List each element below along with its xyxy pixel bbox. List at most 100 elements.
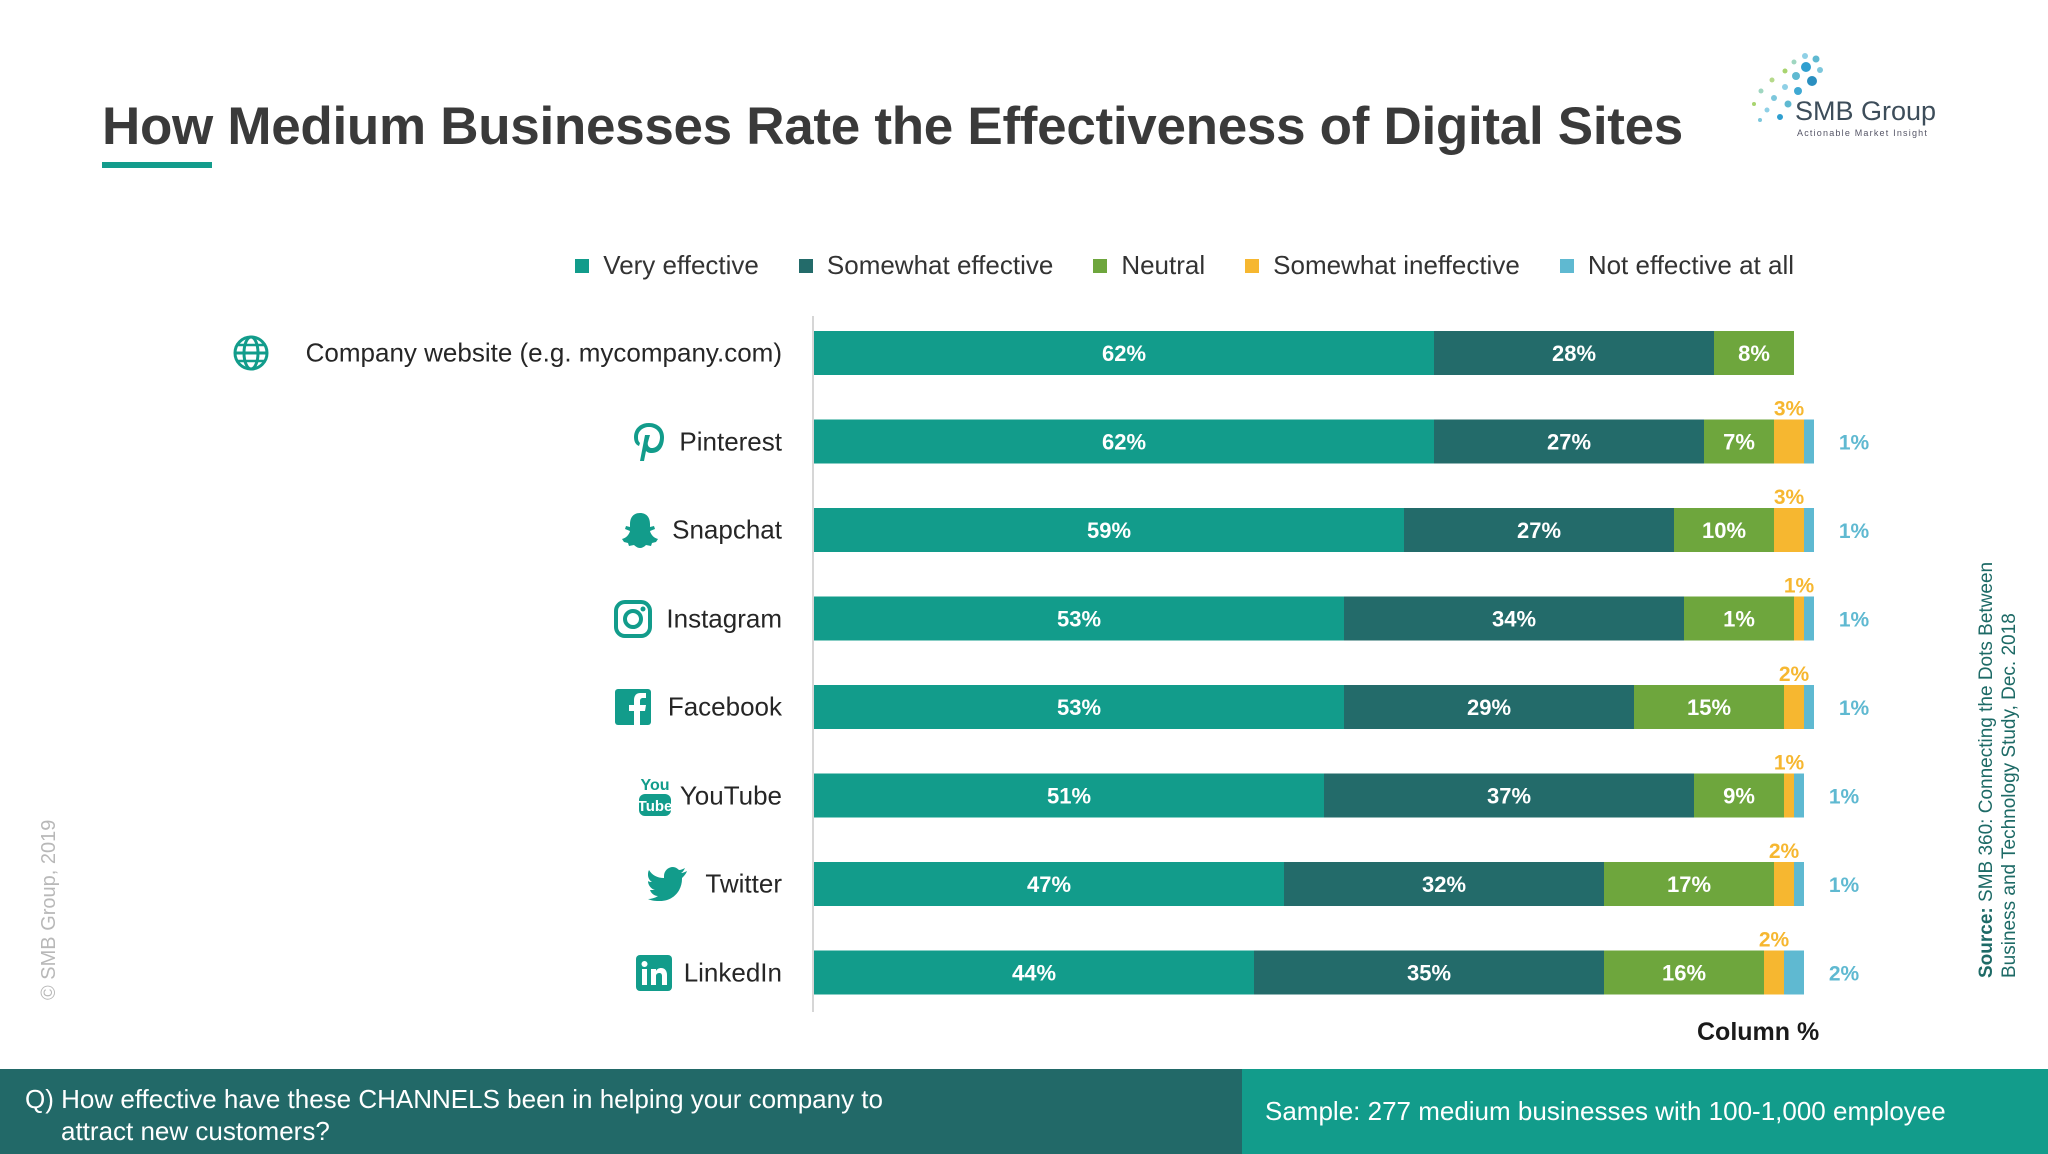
bar-segment bbox=[1604, 950, 1764, 995]
data-label: 9% bbox=[1723, 784, 1755, 809]
data-label: 32% bbox=[1422, 872, 1466, 897]
question-line-1: Q) How effective have these CHANNELS bee… bbox=[25, 1084, 883, 1114]
bar-segment bbox=[1784, 773, 1794, 818]
bar-segment bbox=[814, 950, 1254, 995]
data-label: 2% bbox=[1769, 840, 1800, 863]
bar-segment bbox=[1434, 419, 1704, 464]
bar-segment bbox=[1804, 596, 1814, 641]
data-label: 7% bbox=[1723, 430, 1755, 455]
facebook-icon bbox=[610, 684, 656, 730]
legend-item-not-effective: Not effective at all bbox=[1559, 250, 1794, 281]
bar-segment bbox=[814, 773, 1324, 818]
bar-segment bbox=[1684, 596, 1794, 641]
data-label: 27% bbox=[1547, 430, 1591, 455]
data-label: 1% bbox=[1839, 432, 1870, 455]
category-label: Facebook bbox=[667, 691, 782, 722]
data-label: 44% bbox=[1012, 961, 1056, 986]
source-text-line2: Business and Technology Study, Dec. 2018 bbox=[1999, 613, 2020, 978]
bar-segment bbox=[1794, 862, 1804, 906]
chart-title: How Medium Businesses Rate the Effective… bbox=[102, 97, 1683, 156]
smb-group-logo bbox=[1752, 53, 1823, 122]
legend-item-somewhat-effective: Somewhat effective bbox=[798, 250, 1054, 281]
category-label: Twitter bbox=[705, 868, 782, 899]
data-label: 62% bbox=[1102, 430, 1146, 455]
globe-icon bbox=[228, 330, 274, 376]
bar-segment bbox=[1254, 950, 1604, 995]
data-label: 47% bbox=[1027, 872, 1071, 897]
category-label: YouTube bbox=[679, 780, 782, 810]
pinterest-icon bbox=[626, 419, 672, 465]
source-note: Source: SMB 360: Connecting the Dots Bet… bbox=[1975, 562, 2021, 978]
legend-label: Not effective at all bbox=[1587, 250, 1794, 280]
data-label: 3% bbox=[1774, 486, 1805, 509]
bar-segment bbox=[814, 596, 1344, 641]
bar-segment bbox=[1704, 419, 1774, 464]
data-label: 1% bbox=[1784, 575, 1815, 598]
data-label: 1% bbox=[1774, 752, 1805, 775]
bar-segment bbox=[1794, 596, 1804, 641]
data-label: 27% bbox=[1517, 518, 1561, 543]
logo-tagline: Actionable Market Insight bbox=[1797, 128, 1929, 138]
bar-segment bbox=[814, 331, 1434, 375]
data-label: 2% bbox=[1779, 663, 1810, 686]
bar-segment bbox=[1794, 773, 1804, 818]
youtube-icon: You Tube bbox=[632, 773, 678, 819]
bar-segment bbox=[1774, 508, 1804, 552]
bar-segment bbox=[1804, 508, 1814, 552]
data-label: 51% bbox=[1047, 784, 1091, 809]
x-axis-label: Column % bbox=[1697, 1018, 1820, 1046]
bar-segment bbox=[1804, 685, 1814, 729]
bar-segment bbox=[1674, 508, 1774, 552]
data-label: 15% bbox=[1687, 695, 1731, 720]
bar-segment bbox=[1694, 773, 1784, 818]
bar-segment bbox=[1404, 508, 1674, 552]
legend-swatch bbox=[1093, 258, 1108, 273]
data-label: 1% bbox=[1839, 609, 1870, 632]
logo-name: SMB Group bbox=[1795, 96, 1937, 126]
legend-label: Very effective bbox=[603, 250, 759, 280]
bar-segment bbox=[1774, 419, 1804, 464]
twitter-icon bbox=[645, 861, 691, 907]
category-label: LinkedIn bbox=[683, 957, 782, 987]
legend-swatch bbox=[1559, 258, 1574, 273]
data-label: 53% bbox=[1057, 695, 1101, 720]
legend-label: Somewhat ineffective bbox=[1273, 250, 1520, 280]
legend-label: Somewhat effective bbox=[826, 250, 1054, 280]
data-label: 53% bbox=[1057, 607, 1101, 632]
legend-swatch bbox=[575, 258, 590, 273]
source-text: SMB 360: Connecting the Dots Between bbox=[1976, 561, 1997, 902]
data-label: 3% bbox=[1774, 398, 1805, 421]
chart-legend: Very effective Somewhat effective Neutra… bbox=[535, 250, 1794, 281]
bar-segment bbox=[1604, 862, 1774, 906]
bar-segment bbox=[1784, 950, 1804, 995]
data-label: 8% bbox=[1738, 341, 1770, 366]
category-label: Snapchat bbox=[672, 514, 782, 545]
sample-text: Sample: 277 medium businesses with 100-1… bbox=[1265, 1096, 1946, 1126]
bar-segment bbox=[1324, 773, 1694, 818]
category-label: Pinterest bbox=[679, 426, 782, 456]
snapchat-icon bbox=[617, 507, 663, 553]
question-line-2: attract new customers? bbox=[61, 1116, 330, 1146]
bar-segment bbox=[1634, 685, 1784, 729]
copyright: © SMB Group, 2019 bbox=[38, 819, 60, 1000]
data-label: 1% bbox=[1829, 786, 1860, 809]
data-label: 2% bbox=[1759, 929, 1790, 952]
data-label: 17% bbox=[1667, 872, 1711, 897]
data-label: 62% bbox=[1102, 341, 1146, 366]
linkedin-icon bbox=[631, 950, 677, 996]
svg-text:Tube: Tube bbox=[638, 798, 673, 815]
category-label: Company website (e.g. mycompany.com) bbox=[305, 337, 782, 368]
instagram-icon bbox=[610, 596, 656, 642]
bar-segment bbox=[1344, 596, 1684, 641]
data-label: 1% bbox=[1829, 874, 1860, 897]
data-label: 1% bbox=[1839, 697, 1870, 720]
bar-segment bbox=[1344, 685, 1634, 729]
bar-segment bbox=[1804, 419, 1814, 464]
svg-text:You: You bbox=[640, 777, 669, 794]
data-label: 35% bbox=[1407, 961, 1451, 986]
bar-segment bbox=[1774, 862, 1794, 906]
legend-label: Neutral bbox=[1121, 250, 1206, 280]
bar-segment bbox=[1764, 950, 1784, 995]
data-label: 59% bbox=[1087, 518, 1131, 543]
legend-item-somewhat-ineffective: Somewhat ineffective bbox=[1245, 250, 1520, 281]
